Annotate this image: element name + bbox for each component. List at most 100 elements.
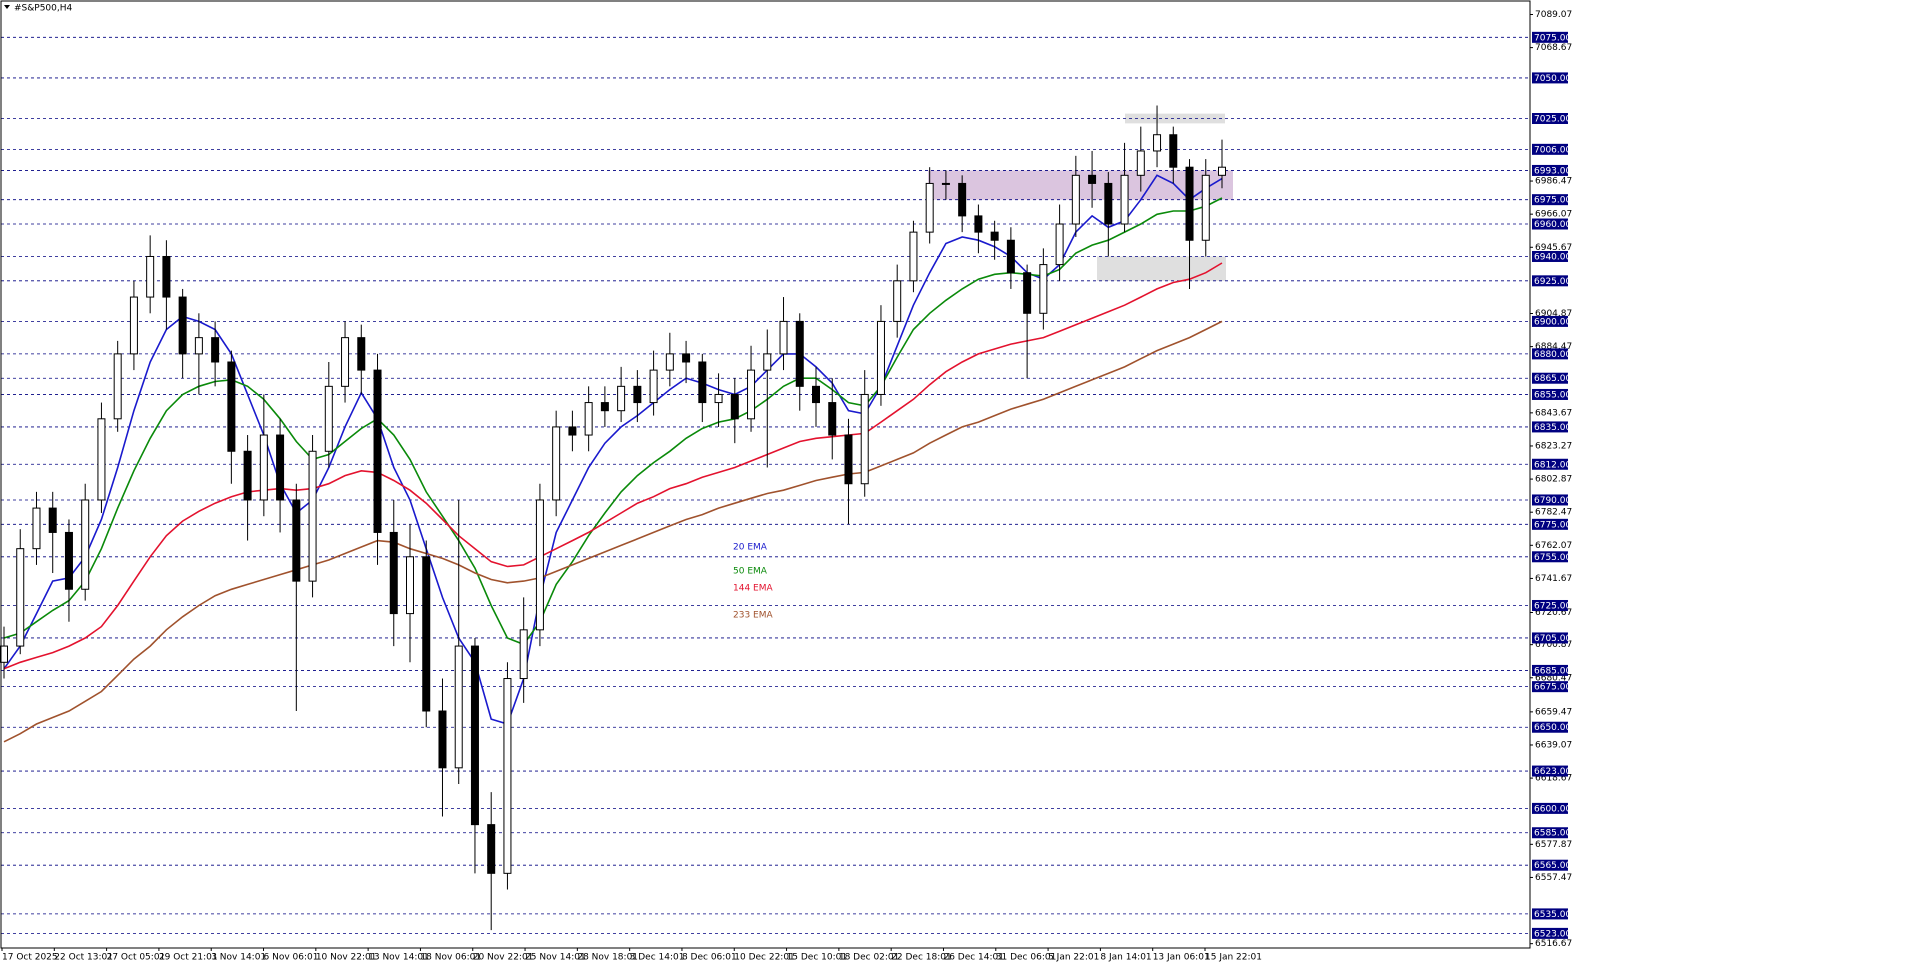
y-tick-label: 7068.67 (1535, 43, 1572, 53)
candle-body (812, 385, 820, 404)
price-zone (1125, 113, 1225, 124)
level-label: 6623.00 (1534, 767, 1571, 777)
level-label-box (1532, 250, 1568, 262)
x-tick-label: 10 Nov 22:01 (316, 953, 377, 963)
candle-body (535, 499, 544, 631)
price-zone (1097, 256, 1226, 281)
candle-body (665, 353, 674, 371)
level-label-box (1532, 31, 1568, 43)
candle-body (828, 402, 837, 436)
y-tick-label: 6516.67 (1535, 939, 1572, 949)
ema-line (3, 197, 1223, 646)
level-label-box (1532, 72, 1568, 84)
axes: 7089.07 7068.67 6986.47 6966.07 6945.67 6904.… (1, 10, 1572, 963)
level-label: 6900.00 (1534, 317, 1571, 327)
candle-body (1185, 166, 1194, 241)
x-tick-label: 3 Nov 14:01 (211, 953, 266, 963)
level-label-box (1532, 494, 1568, 506)
candle-body (1120, 174, 1129, 225)
candle-body (730, 393, 739, 420)
level-label: 6790.00 (1534, 496, 1571, 506)
y-tick-label: 6741.67 (1535, 574, 1572, 584)
level-label: 6755.00 (1534, 553, 1571, 563)
level-label: 6585.00 (1534, 829, 1571, 839)
candle-body (779, 320, 788, 355)
level-label: 7025.00 (1534, 115, 1571, 125)
level-label: 7075.00 (1534, 33, 1571, 43)
candle-body (1169, 134, 1178, 168)
level-label: 6650.00 (1534, 723, 1571, 733)
level-label: 7006.00 (1534, 145, 1571, 155)
candle-body (243, 450, 252, 501)
y-tick-label: 6762.07 (1535, 541, 1572, 551)
candle-body (487, 824, 496, 874)
title-arrow (4, 5, 10, 9)
candle-body (1088, 174, 1097, 184)
y-tick-label: 6577.87 (1535, 840, 1572, 850)
candle-body (990, 231, 999, 241)
candle-body (373, 369, 382, 533)
level-label-box (1532, 859, 1568, 871)
candle-body (324, 385, 333, 452)
candles (0, 105, 1226, 931)
zones (928, 113, 1233, 281)
candle-body (1153, 134, 1162, 152)
candle-body (357, 337, 366, 371)
x-tick-label: 10 Dec 22:01 (734, 953, 795, 963)
candle-body (211, 337, 220, 363)
candle-body (406, 556, 414, 615)
y-tick-label: 6884.47 (1535, 342, 1572, 352)
x-tick-label: 8 Dec 06:01 (682, 953, 737, 963)
candle-body (194, 337, 203, 355)
candle-body (617, 385, 626, 412)
level-label: 6535.00 (1534, 910, 1571, 920)
y-tick-label: 6720.67 (1535, 608, 1572, 618)
candle-body (454, 645, 463, 769)
ema-line (3, 320, 1223, 743)
level-label: 6725.00 (1534, 601, 1571, 611)
candle-body (633, 385, 642, 404)
level-label-box (1532, 348, 1568, 360)
x-tick-label: 5 Jan 22:01 (1048, 953, 1099, 963)
candle-body (795, 320, 804, 387)
level-label: 6600.00 (1534, 804, 1571, 814)
y-tick-label: 6618.67 (1535, 774, 1572, 784)
y-tick-label: 6782.47 (1535, 508, 1572, 518)
level-label: 6993.00 (1534, 166, 1571, 176)
x-tick-label: 15 Jan 22:01 (1205, 953, 1262, 963)
level-label-box (1532, 164, 1568, 176)
candle-body (552, 426, 561, 501)
candle-body (714, 393, 723, 404)
candle-body (227, 361, 236, 452)
x-tick-label: 25 Nov 14:01 (525, 953, 586, 963)
y-tick-label: 6659.47 (1535, 707, 1572, 717)
y-tick-label: 6557.47 (1535, 873, 1572, 883)
levels (1, 36, 1530, 934)
candle-body (860, 393, 869, 485)
candle-body (649, 369, 658, 404)
candle-body (64, 531, 73, 590)
level-label: 6675.00 (1534, 683, 1571, 693)
candle-body (1071, 174, 1080, 225)
y-tick-label: 6700.87 (1535, 640, 1572, 650)
x-tick-label: 8 Jan 14:01 (1100, 953, 1151, 963)
x-tick-label: 22 Dec 18:01 (891, 953, 952, 963)
y-tick-label: 6802.87 (1535, 475, 1572, 485)
level-label-box (1532, 218, 1568, 230)
candle-body (974, 215, 983, 233)
level-label-box (1532, 113, 1568, 124)
candle-body (16, 548, 25, 647)
x-tick-label: 18 Nov 06:01 (420, 953, 481, 963)
candle-body (568, 426, 577, 436)
x-tick-label: 28 Nov 18:01 (577, 953, 638, 963)
candle-body (600, 402, 609, 412)
level-label: 6835.00 (1534, 423, 1571, 433)
level-label: 6775.00 (1534, 520, 1571, 530)
candle-body (1023, 272, 1032, 314)
level-label-box (1532, 194, 1568, 206)
candle-body (32, 507, 41, 550)
level-label-box (1532, 421, 1568, 433)
candle-body (162, 255, 171, 298)
candle-body (1104, 182, 1113, 225)
